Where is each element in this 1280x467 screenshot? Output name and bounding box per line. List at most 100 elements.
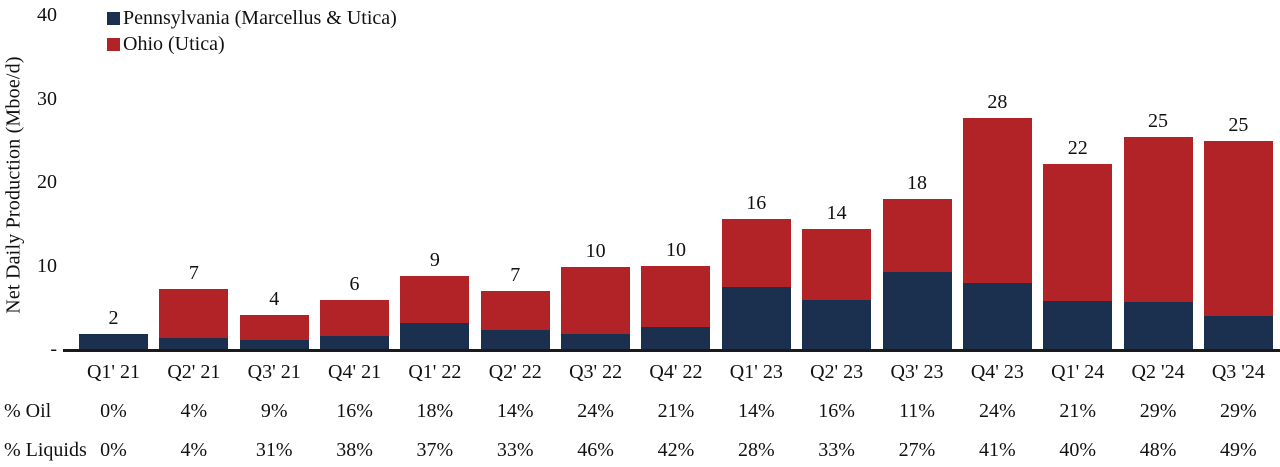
pct-liquids-value: 0%	[100, 439, 127, 461]
ohio-segment	[159, 288, 229, 339]
pct-liquids-value: 31%	[255, 439, 293, 461]
bar-total-label: 9	[429, 249, 440, 272]
bar-total-label: 7	[188, 261, 199, 284]
x-tick-label: Q2' 21	[167, 361, 221, 383]
pennsylvania-segment	[400, 323, 470, 349]
stacked-bar-10	[802, 228, 872, 349]
pct-liquids-value: 38%	[336, 439, 373, 461]
stacked-bar-4	[320, 299, 390, 349]
pct-oil-value: 24%	[577, 400, 614, 422]
ohio-segment	[721, 218, 791, 288]
stacked-bar-2	[159, 288, 229, 349]
pct-oil-row-label: % Oil	[4, 400, 52, 422]
pct-oil-value: 14%	[737, 400, 775, 422]
ohio-segment	[882, 198, 952, 273]
pct-liquids-value: 42%	[657, 439, 695, 461]
x-tick-label: Q1' 23	[729, 361, 783, 383]
x-tick-label: Q4' 23	[970, 361, 1024, 383]
x-tick-label: Q2' 22	[488, 361, 542, 383]
pct-liquids-row-label: % Liquids	[4, 439, 87, 461]
pct-oil-value: 9%	[260, 400, 288, 422]
stacked-bar-6	[480, 290, 550, 349]
pct-liquids-value: 48%	[1139, 439, 1177, 461]
bar-total-label: 28	[987, 90, 1008, 113]
stacked-bar-11	[882, 198, 952, 349]
pennsylvania-segment	[1203, 316, 1273, 349]
pennsylvania-segment	[561, 333, 631, 349]
ohio-segment	[320, 299, 390, 336]
pct-liquids-value: 4%	[180, 439, 208, 461]
bar-total-label: 25	[1148, 109, 1169, 132]
ohio-segment	[1203, 141, 1273, 317]
legend: Pennsylvania (Marcellus & Utica) Ohio (U…	[107, 5, 397, 57]
bar-total-label: 10	[665, 239, 686, 262]
pennsylvania-segment	[320, 335, 390, 349]
x-tick-label: Q1' 24	[1051, 361, 1105, 383]
x-tick-label: Q1' 22	[408, 361, 462, 383]
stacked-bar-9	[721, 218, 791, 349]
x-tick-label: Q1' 21	[86, 361, 141, 383]
x-tick-label: Q2 '24	[1131, 361, 1185, 383]
ohio-segment	[400, 276, 470, 324]
ohio-segment	[641, 266, 711, 328]
ohio-swatch-icon	[107, 37, 120, 51]
pct-liquids-value: 28%	[737, 439, 775, 461]
bar-total-label: 16	[746, 191, 767, 214]
y-tick-30: 30	[37, 87, 57, 110]
pct-oil-value: 29%	[1220, 400, 1257, 422]
y-tick-10: 10	[37, 254, 57, 277]
x-tick-label: Q3' 23	[890, 361, 944, 383]
stacked-bar-14	[1123, 136, 1193, 349]
pennsylvania-segment	[79, 333, 148, 349]
x-tick-label: Q3 '24	[1211, 361, 1265, 383]
pct-oil-value: 21%	[1059, 400, 1097, 422]
stacked-bar-3	[239, 314, 309, 349]
pct-liquids-value: 41%	[979, 439, 1016, 461]
bar-total-label: 25	[1228, 114, 1249, 137]
bar-total-label: 18	[907, 171, 927, 194]
pennsylvania-segment	[882, 272, 952, 349]
pennsylvania-segment	[159, 338, 229, 349]
pct-oil-value: 21%	[657, 400, 695, 422]
legend-label-pennsylvania: Pennsylvania (Marcellus & Utica)	[123, 6, 397, 29]
legend-label-ohio: Ohio (Utica)	[123, 32, 225, 55]
x-tick-label: Q4' 21	[328, 361, 382, 383]
pct-oil-value: 14%	[496, 400, 534, 422]
pct-oil-value: 0%	[100, 400, 127, 422]
pennsylvania-segment	[480, 329, 550, 349]
x-tick-label: Q2' 23	[810, 361, 864, 383]
pct-liquids-value: 49%	[1220, 439, 1257, 461]
x-tick-label: Q3' 21	[247, 361, 301, 383]
pct-oil-value: 24%	[979, 400, 1016, 422]
bar-total-label: 22	[1067, 137, 1088, 160]
ohio-segment	[802, 228, 872, 300]
stacked-bar-15	[1203, 141, 1273, 349]
legend-item-ohio: Ohio (Utica)	[107, 31, 397, 57]
stacked-bar-12	[962, 117, 1032, 349]
pct-oil-value: 16%	[818, 400, 855, 422]
ohio-segment	[239, 314, 309, 340]
stacked-bar-13	[1043, 164, 1113, 349]
ohio-segment	[561, 267, 631, 334]
pennsylvania-segment	[641, 327, 711, 349]
x-tick-label: Q3' 22	[569, 361, 623, 383]
pct-oil-value: 16%	[336, 400, 373, 422]
x-tick-label: Q4' 22	[649, 361, 703, 383]
pennsylvania-segment	[721, 287, 791, 349]
pct-liquids-value: 40%	[1059, 439, 1097, 461]
bar-total-label: 4	[269, 287, 280, 310]
stacked-bar-7	[561, 267, 631, 349]
ohio-segment	[962, 117, 1032, 284]
y-tick-20: 20	[37, 171, 57, 193]
pennsylvania-segment	[962, 283, 1032, 349]
stacked-bar-1	[79, 333, 148, 349]
x-axis-line	[63, 349, 1280, 352]
pennsylvania-segment	[1043, 300, 1113, 349]
pct-oil-value: 4%	[180, 400, 208, 422]
ohio-segment	[1123, 136, 1193, 303]
pennsylvania-segment	[802, 299, 872, 349]
pct-liquids-value: 37%	[416, 439, 454, 461]
pennsylvania-swatch-icon	[107, 11, 120, 25]
pct-liquids-value: 33%	[496, 439, 534, 461]
pennsylvania-segment	[1123, 302, 1193, 349]
